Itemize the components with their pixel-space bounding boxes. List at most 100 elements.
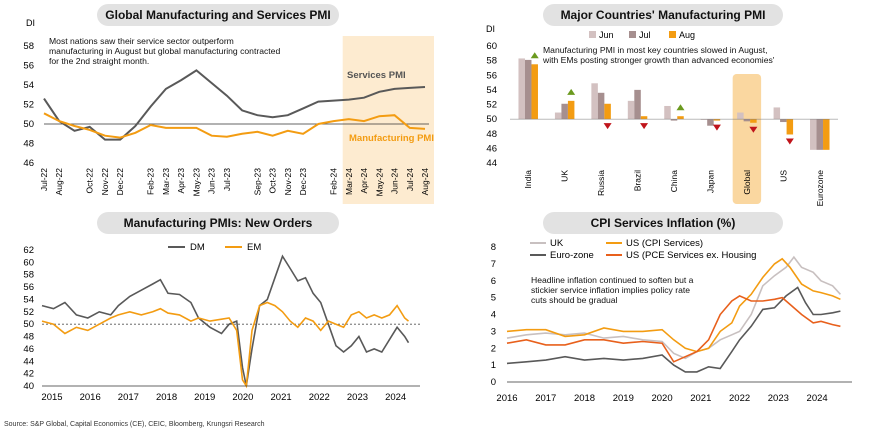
p2-bar-China-Jul xyxy=(670,119,678,121)
p3-y-tick: 46 xyxy=(23,344,34,355)
p4-legend-label-1: Euro-zone xyxy=(550,250,594,261)
p4-annotation-line-1: stickier service inflation implies polic… xyxy=(531,285,690,295)
p2-bar-UK-Jul xyxy=(561,103,568,120)
p4-legend-label-2: US (CPI Services) xyxy=(626,238,703,249)
p4-annotation-line-0: Headline inflation continued to soften b… xyxy=(531,275,694,285)
p3-y-tick: 52 xyxy=(23,307,34,318)
p1-annotation-line-0: Most nations saw their service sector ou… xyxy=(49,36,234,46)
p1-x-tick: Oct-22 xyxy=(85,168,95,194)
p1-x-tick: Apr-24 xyxy=(359,168,369,194)
p1-x-tick: Apr-23 xyxy=(176,168,186,194)
p1-x-tick: Mar-23 xyxy=(161,168,171,195)
p2-bar-Japan-Jun xyxy=(700,119,708,120)
p1-series-label-manufacturing: Manufacturing PMI xyxy=(349,133,434,144)
p2-bar-US-Jul xyxy=(780,119,787,123)
p3-x-tick: 2018 xyxy=(156,392,177,403)
p2-x-tick: Brazil xyxy=(633,170,643,191)
source-note: Source: S&P Global, Capital Economics (C… xyxy=(4,421,265,428)
p3-series-line-1 xyxy=(41,301,410,389)
p3-x-tick: 2020 xyxy=(232,392,253,403)
p1-x-tick: Nov-23 xyxy=(283,168,293,196)
p2-y-tick: 46 xyxy=(486,143,497,154)
p1-x-tick: Jul-23 xyxy=(222,168,232,191)
p2-y-tick: 54 xyxy=(486,85,497,96)
p4-y-tick: 2 xyxy=(491,343,496,354)
p3-y-tick: 56 xyxy=(23,282,34,293)
p3-y-tick: 58 xyxy=(23,270,34,281)
p1-y-tick: 50 xyxy=(23,119,34,130)
p4-legend-label-0: UK xyxy=(550,238,564,249)
p2-x-tick: Global xyxy=(742,170,752,195)
p2-bar-Russia-Aug xyxy=(604,103,611,120)
p2-bar-US-Jun xyxy=(773,107,781,120)
p2-x-tick: UK xyxy=(560,170,570,182)
p1-x-tick: Dec-23 xyxy=(298,168,308,196)
panel1-title: Global Manufacturing and Services PMI xyxy=(97,4,339,26)
p1-y-tick: 56 xyxy=(23,61,34,72)
p3-y-tick: 42 xyxy=(23,369,34,380)
p3-y-tick: 62 xyxy=(23,245,34,256)
p4-x-tick: 2024 xyxy=(807,393,828,404)
p3-x-tick: 2019 xyxy=(194,392,215,403)
p2-y-tick: 50 xyxy=(486,114,497,125)
p1-y-tick: 46 xyxy=(23,158,34,169)
p2-trend-arrow-up xyxy=(567,88,576,95)
p4-y-tick: 4 xyxy=(491,310,496,321)
p2-bar-Russia-Jul xyxy=(597,92,605,120)
p2-bar-China-Aug xyxy=(677,116,684,120)
p2-bar-UK-Jun xyxy=(554,112,562,120)
p1-x-tick: Jul-24 xyxy=(405,168,415,191)
p3-x-tick: 2022 xyxy=(309,392,330,403)
p1-annotation-line-1: manufacturing in August but global manuf… xyxy=(49,46,280,56)
p3-x-tick: 2017 xyxy=(118,392,139,403)
p4-y-tick: 1 xyxy=(491,360,496,371)
p2-bar-India-Jul xyxy=(524,59,532,120)
p3-y-tick: 44 xyxy=(23,356,34,367)
p1-series-label-services: Services PMI xyxy=(347,70,406,81)
p2-bar-India-Jun xyxy=(518,58,525,120)
p1-y-tick: 58 xyxy=(23,41,34,52)
p4-y-tick: 3 xyxy=(491,326,496,337)
p1-x-tick: Feb-23 xyxy=(146,168,156,195)
p2-y-tick: 58 xyxy=(486,56,497,67)
p4-series-line-3 xyxy=(506,294,841,363)
panel4-title: CPI Services Inflation (%) xyxy=(543,212,783,234)
p2-legend-label-Aug: Aug xyxy=(679,30,695,40)
p3-y-tick: 54 xyxy=(23,294,34,305)
p3-y-tick: 48 xyxy=(23,332,34,343)
p2-x-tick: US xyxy=(778,170,788,182)
p2-x-tick: Russia xyxy=(596,170,606,196)
p1-x-tick: May-24 xyxy=(374,168,384,197)
p4-x-tick: 2021 xyxy=(690,393,711,404)
p3-series-line-0 xyxy=(41,254,410,387)
p2-bar-China-Jun xyxy=(664,105,671,120)
p3-y-tick: 40 xyxy=(23,381,34,392)
p1-y-tick: 52 xyxy=(23,100,34,111)
p2-bar-Japan-Aug xyxy=(713,119,721,121)
p4-series-line-2 xyxy=(506,257,841,353)
p2-trend-arrow-down xyxy=(749,126,758,133)
p3-x-tick: 2016 xyxy=(80,392,101,403)
p1-series-line-1 xyxy=(43,112,426,139)
p2-bar-Russia-Jun xyxy=(591,83,598,120)
p2-y-tick: 52 xyxy=(486,100,497,111)
panel3-title: Manufacturing PMIs: New Orders xyxy=(97,212,339,234)
p1-x-tick: Jul-22 xyxy=(39,168,49,191)
p4-annotation-line-2: cuts should be gradual xyxy=(531,295,618,305)
p1-y-axis-label: DI xyxy=(26,18,35,28)
p4-y-tick: 8 xyxy=(491,242,496,253)
p2-trend-arrow-up xyxy=(530,52,539,59)
p4-x-tick: 2019 xyxy=(613,393,634,404)
p2-legend-label-Jul: Jul xyxy=(639,30,651,40)
p4-x-tick: 2017 xyxy=(535,393,556,404)
p2-bar-Eurozone-Jun xyxy=(810,119,817,150)
p1-y-tick: 48 xyxy=(23,139,34,150)
p1-x-tick: Aug-22 xyxy=(54,168,64,196)
p2-bar-Global-Aug xyxy=(750,119,757,123)
p3-x-tick: 2021 xyxy=(271,392,292,403)
p2-legend-label-Jun: Jun xyxy=(599,30,614,40)
p2-trend-arrow-up xyxy=(676,104,685,111)
p2-x-tick: India xyxy=(523,170,533,189)
p2-bar-Global-Jun xyxy=(737,112,744,120)
p2-legend-swatch-Jun xyxy=(589,31,596,38)
